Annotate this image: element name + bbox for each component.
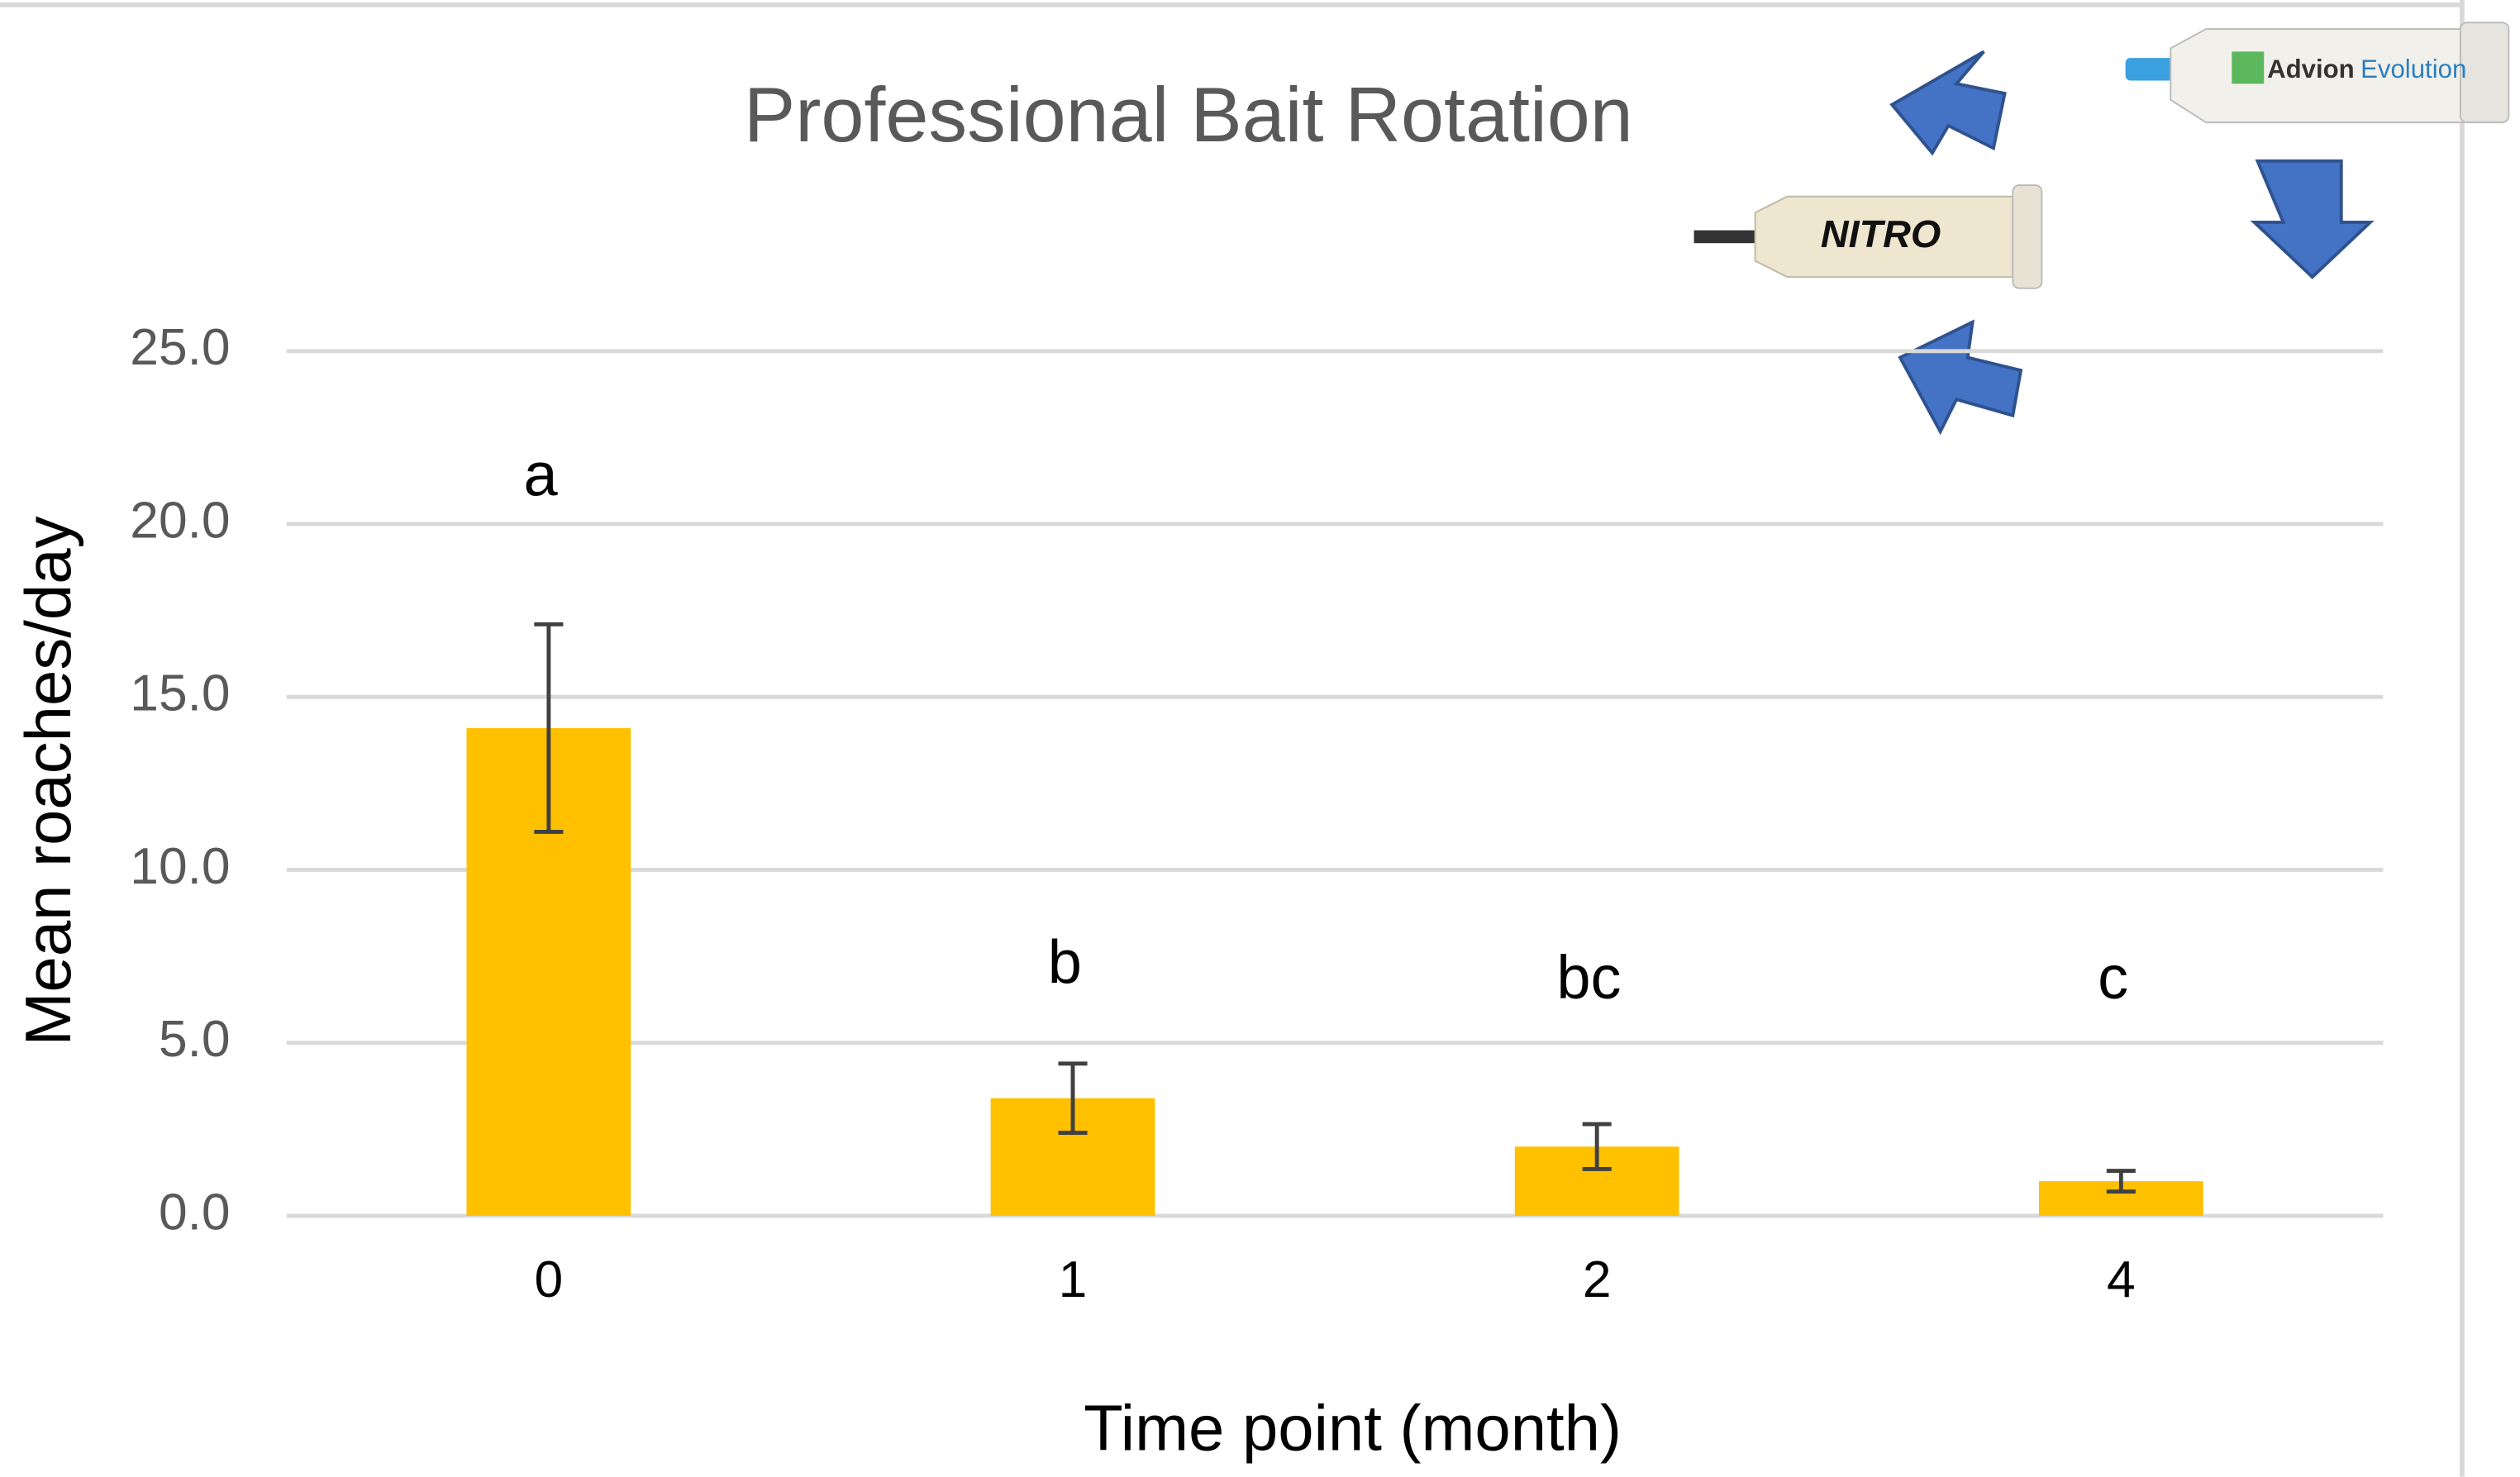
y-tick-label: 0.0	[159, 1184, 231, 1241]
chart-title: Professional Bait Rotation	[744, 71, 1633, 158]
nitro-tube: NITRO	[1693, 184, 2043, 289]
y-tick-label: 5.0	[159, 1011, 231, 1068]
significance-letter: b	[1048, 927, 1082, 996]
evolution-label: Evolution	[2360, 55, 2466, 83]
y-tick-label: 15.0	[130, 665, 230, 722]
advion-label: Advion	[2267, 55, 2355, 83]
x-axis-label: Time point (month)	[1084, 1392, 1622, 1465]
significance-letter: bc	[1556, 943, 1621, 1012]
y-tick-label: 20.0	[130, 492, 230, 549]
rotation-arrows	[1889, 50, 2375, 436]
significance-letter: a	[524, 441, 559, 509]
y-tick-label: 10.0	[130, 838, 230, 895]
x-tick-label: 1	[1059, 1251, 1088, 1308]
nitro-label: NITRO	[1821, 212, 1941, 255]
advion-tube: Advion Evolution	[2125, 21, 2510, 124]
x-tick-label: 0	[535, 1251, 564, 1308]
y-axis-label: Mean roaches/day	[12, 516, 84, 1046]
y-tick-label: 25.0	[130, 319, 230, 376]
significance-letter: c	[2098, 943, 2128, 1012]
x-tick-label: 4	[2107, 1251, 2136, 1308]
x-tick-label: 2	[1583, 1251, 1612, 1308]
